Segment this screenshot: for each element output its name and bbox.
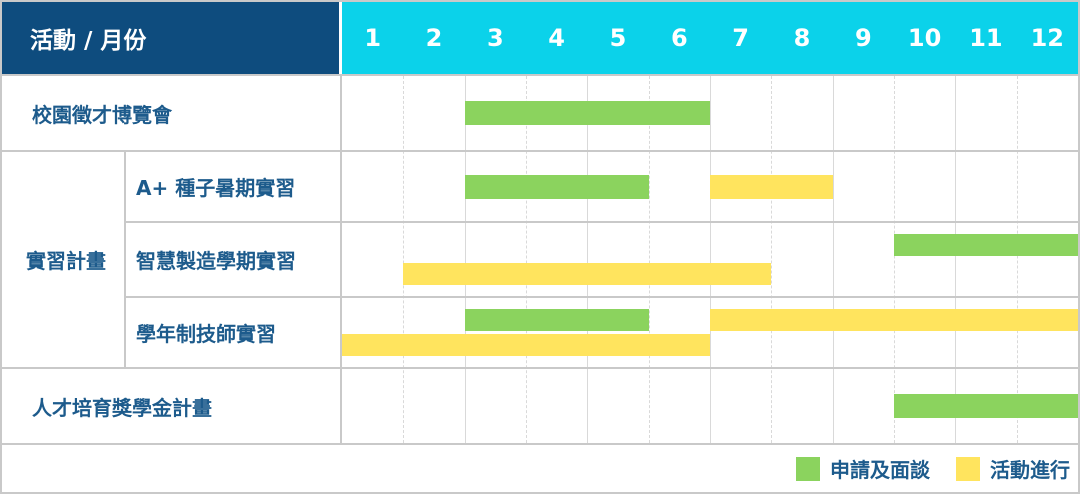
row-label-column: 校園徵才博覽會 實習計畫 A+ 種子暑期實習 智慧製造學期實習 學年制技師實習 … (2, 76, 342, 443)
legend: 申請及面談 活動進行 (796, 454, 1070, 483)
month-header-12: 12 (1030, 24, 1064, 52)
month-header-10: 10 (907, 24, 942, 52)
month-header-11: 11 (969, 24, 1003, 52)
legend-swatch-apply (796, 456, 820, 481)
chart-row-3 (342, 223, 1078, 298)
month-header-7: 7 (732, 24, 749, 52)
gridline-overlay (342, 76, 1078, 443)
gridline-month-9 (894, 76, 895, 443)
month-header-3: 3 (486, 24, 504, 52)
legend-label-apply: 申請及面談 (830, 458, 930, 482)
bar-active-m1-m6 (342, 334, 710, 356)
gridline-month-5 (648, 76, 650, 443)
bar-apply-m3-m5 (464, 174, 649, 199)
gridline-month-7 (771, 76, 773, 443)
corner-header: 活動 / 月份 (2, 2, 342, 74)
gridline-month-11 (1016, 76, 1018, 443)
gridline-month-6 (710, 76, 711, 443)
gridline-month-3 (526, 76, 527, 443)
gridline-month-2 (464, 76, 466, 443)
bar-active-m7-m8 (710, 174, 833, 199)
gridline-month-1 (403, 76, 405, 443)
chart-rows (342, 76, 1078, 443)
row-label-smart-manufacturing-internship: 智慧製造學期實習 (126, 223, 340, 298)
chart-area (342, 76, 1078, 443)
bar-apply-m3-m6 (464, 101, 710, 125)
month-header-9: 9 (854, 24, 872, 52)
bar-apply-m10-m12 (894, 394, 1078, 418)
month-header-2: 2 (425, 24, 443, 52)
month-header-8: 8 (793, 24, 811, 52)
chart-row-5 (342, 369, 1078, 443)
legend-footer: 申請及面談 活動進行 (2, 443, 1078, 492)
row-label-year-round-technician-internship: 學年制技師實習 (136, 322, 276, 346)
month-header-5: 5 (609, 24, 627, 52)
bar-active-m7-m12 (710, 309, 1078, 331)
legend-label-active: 活動進行 (990, 458, 1070, 482)
chart-row-2 (342, 152, 1078, 223)
month-header-row: 1 2 3 4 5 6 7 8 9 10 11 12 (342, 2, 1078, 74)
internship-group-block: 實習計畫 A+ 種子暑期實習 智慧製造學期實習 學年制技師實習 (2, 152, 340, 369)
internship-sub-labels: A+ 種子暑期實習 智慧製造學期實習 學年制技師實習 (126, 152, 340, 367)
row-label-scholarship-program: 人才培育獎學金計畫 (32, 395, 212, 420)
row-label-campus-fair: 校園徵才博覽會 (2, 76, 340, 152)
bar-apply-m10-m12 (894, 234, 1078, 256)
table-body: 校園徵才博覽會 實習計畫 A+ 種子暑期實習 智慧製造學期實習 學年制技師實習 … (2, 76, 1078, 443)
month-header-6: 6 (670, 24, 688, 52)
bar-active-m2-m7 (403, 263, 772, 285)
gridline-month-10 (955, 76, 957, 443)
month-header-1: 1 (364, 24, 382, 52)
legend-swatch-active (956, 456, 980, 481)
chart-row-1 (342, 76, 1078, 152)
group-label-internship: 實習計畫 (2, 152, 126, 367)
bar-apply-m3-m5 (464, 309, 649, 331)
chart-row-4 (342, 298, 1078, 369)
gridline-month-4 (587, 76, 589, 443)
gridline-month-8 (832, 76, 834, 443)
row-label-aplus-summer-internship: A+ 種子暑期實習 (126, 152, 340, 223)
month-header-4: 4 (548, 24, 565, 52)
header-row: 活動 / 月份 1 2 3 4 5 6 7 8 9 10 11 12 (2, 2, 1078, 76)
